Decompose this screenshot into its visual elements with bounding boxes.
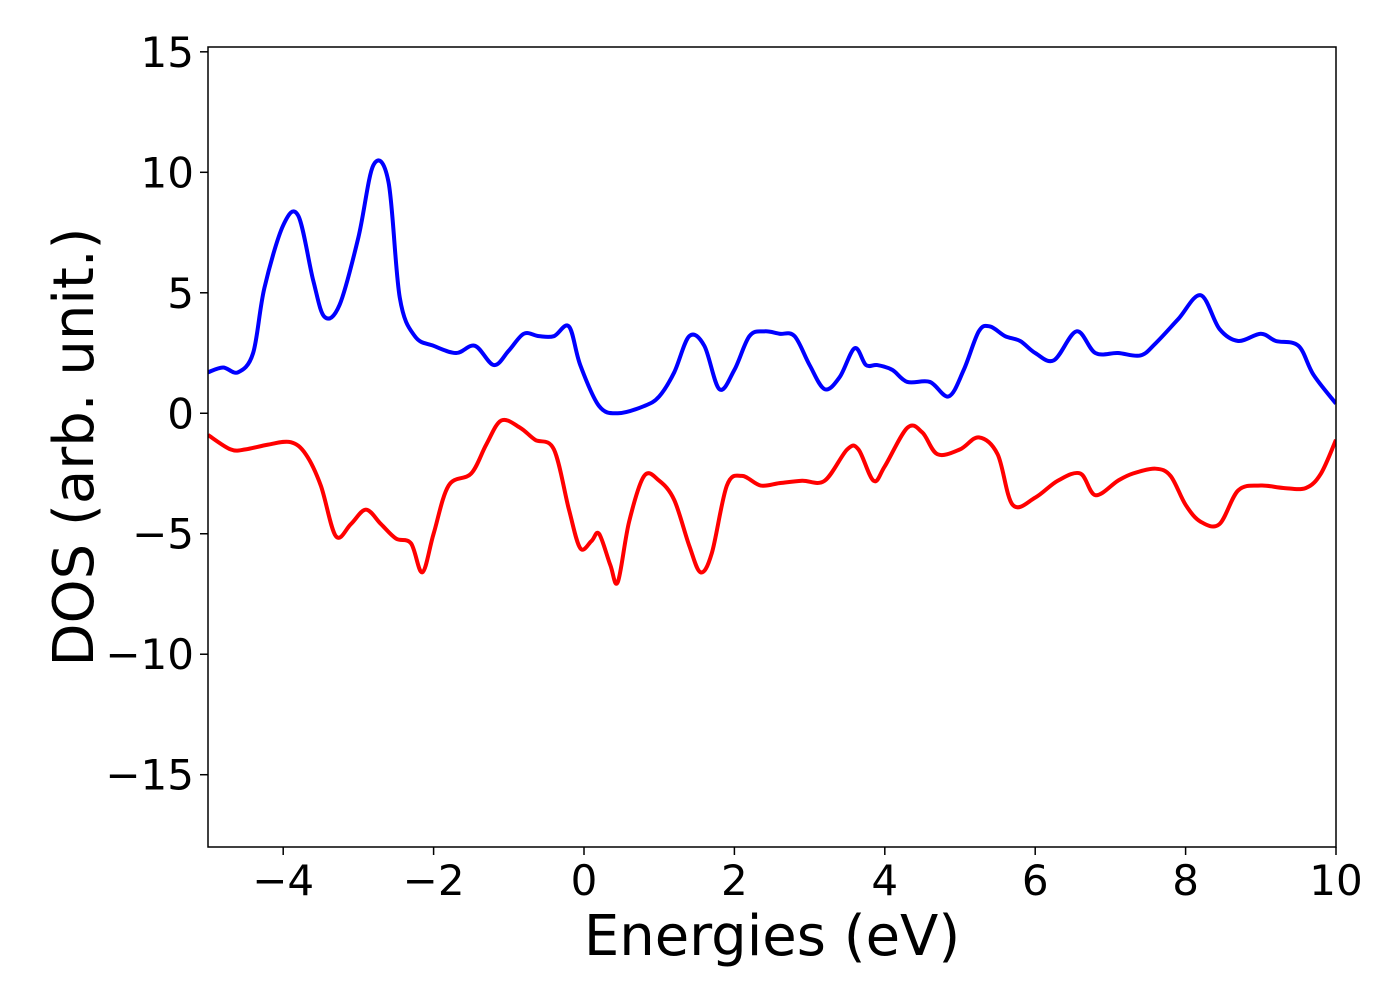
x-tick-label: 10 [1309,856,1362,905]
plot-area [207,46,1337,848]
series-line-spin-up [208,158,1336,416]
x-tick-label: −4 [252,856,314,905]
axes-frame [207,46,1337,848]
x-tick-label: 2 [721,856,748,905]
y-tick-label: 15 [141,28,194,77]
x-tick-label: −2 [403,856,465,905]
x-tick-label: 0 [571,856,598,905]
x-tick-label: 6 [1022,856,1049,905]
y-axis-label: DOS (arb. unit.) [42,227,107,666]
x-tick-label: 8 [1172,856,1199,905]
y-ticks: 15 10 5 0 −5 −10 −15 [105,28,208,800]
y-tick-label: −15 [105,751,194,800]
y-tick-label: 10 [141,148,194,197]
y-tick-label: 0 [167,389,194,438]
series-line-spin-down [208,417,1336,586]
y-tick-label: −10 [105,630,194,679]
y-tick-label: −5 [132,510,194,559]
x-axis-label: Energies (eV) [584,904,960,969]
series-layer [208,158,1336,586]
y-tick-label: 5 [167,269,194,318]
x-ticks: −4 −2 0 2 4 6 8 10 [252,847,1363,905]
x-tick-label: 4 [871,856,898,905]
